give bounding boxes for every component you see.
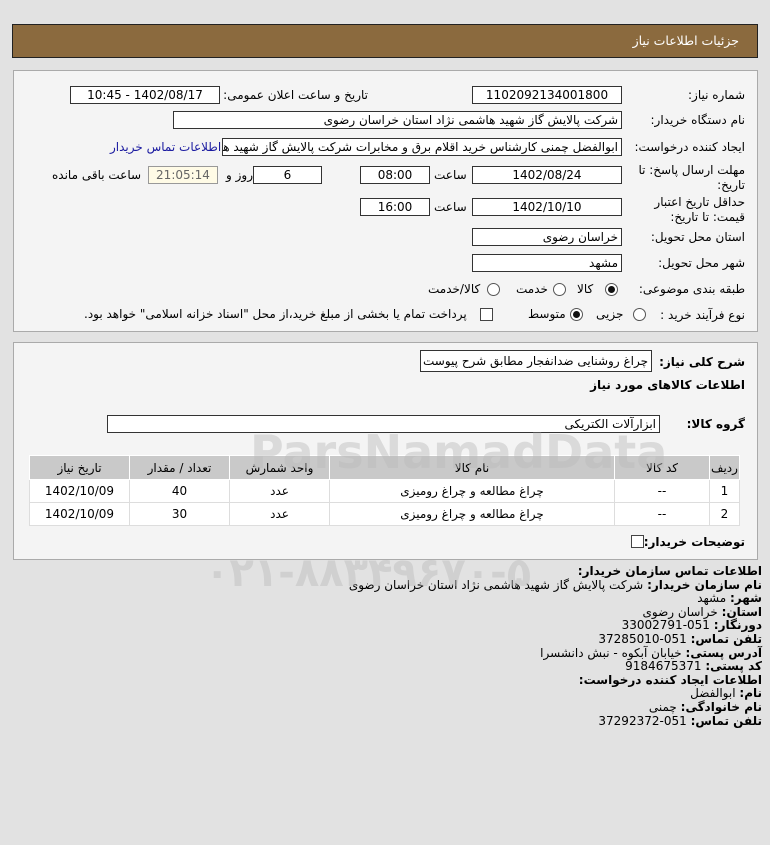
cell-index: 1 (709, 479, 740, 503)
category-radio-goods[interactable] (605, 283, 618, 296)
announce-field: 1402/08/17 - 10:45 (70, 86, 220, 104)
cell-index: 2 (709, 502, 740, 526)
phone-value: 051-37285010 (598, 631, 687, 646)
name-value: ابوالفضل (690, 686, 736, 701)
cell-code: -- (614, 479, 710, 503)
table-header-row: ردیف کد کالا نام کالا واحد شمارش تعداد /… (29, 455, 740, 480)
col-unit: واحد شمارش (229, 455, 330, 480)
creator-phone-label: تلفن تماس: (690, 713, 762, 728)
items-title: اطلاعات کالاهای مورد نیاز (590, 378, 745, 392)
postal-label: کد پستی: (705, 659, 762, 674)
deadline-label: مهلت ارسال پاسخ: تا تاریخ: (638, 163, 745, 192)
fax-label: دورنگار: (713, 618, 762, 633)
category-radio-both[interactable] (487, 283, 500, 296)
fax-value: 051-33002791 (621, 618, 710, 633)
group-field: ابزارآلات الکتریکی (107, 415, 660, 433)
org-value: شرکت پالایش گاز شهید هاشمی نژاد استان خر… (348, 577, 644, 592)
cell-name: چراغ مطالعه و چراغ رومیزی (329, 502, 615, 526)
process-radio-minor[interactable] (633, 308, 646, 321)
creator-title: اطلاعات ایجاد کننده درخواست: (578, 672, 762, 687)
deadline-date-field: 1402/08/24 (472, 166, 622, 184)
group-label: گروه کالا: (686, 417, 745, 431)
contact-info: اطلاعات تماس سازمان خریدار: نام سازمان خ… (348, 564, 762, 728)
remaining-time-field: 21:05:14 (148, 166, 218, 184)
summary-label: شرح کلی نیاز: (659, 355, 745, 369)
buyer-contact-link[interactable]: اطلاعات تماس خریدار (110, 140, 222, 154)
cell-qty: 40 (129, 479, 230, 503)
province-label: استان: (721, 604, 762, 619)
city-field: مشهد (472, 254, 622, 272)
address-value: خیابان آبکوه - نبش دانشسرا (540, 645, 682, 660)
payment-checkbox[interactable] (480, 308, 493, 321)
category-option-service: خدمت (516, 282, 548, 296)
payment-note: پرداخت تمام یا بخشی از مبلغ خرید،از محل … (84, 307, 467, 321)
buyer-notes-label: توضیحات خریدار: (643, 535, 745, 549)
buyer-label: نام دستگاه خریدار: (650, 113, 746, 127)
cell-qty: 30 (129, 502, 230, 526)
cell-date: 1402/10/09 (29, 502, 130, 526)
category-radio-service[interactable] (553, 283, 566, 296)
need-number-field: 1102092134001800 (472, 86, 622, 104)
summary-field: چراغ روشنایی ضدانفجار مطابق شرح پیوست (420, 350, 652, 372)
table-row: 2 -- چراغ مطالعه و چراغ رومیزی عدد 30 14… (29, 502, 740, 526)
table-row: 1 -- چراغ مطالعه و چراغ رومیزی عدد 40 14… (29, 479, 740, 503)
col-code: کد کالا (614, 455, 710, 480)
page-title: جزئیات اطلاعات نیاز (632, 33, 739, 48)
creator-label: ایجاد کننده درخواست: (634, 140, 745, 154)
col-qty: تعداد / مقدار (129, 455, 230, 480)
process-option-minor: جزیی (596, 307, 624, 321)
postal-value: 9184675371 (625, 659, 702, 674)
city-label: شهر محل تحویل: (658, 256, 745, 270)
buyer-notes-checkbox[interactable] (631, 535, 644, 548)
cell-unit: عدد (229, 502, 330, 526)
announce-label: تاریخ و ساعت اعلان عمومی: (223, 88, 368, 102)
remaining-label: ساعت باقی مانده (52, 168, 142, 182)
col-index: ردیف (709, 455, 740, 480)
city-label: شهر: (730, 591, 762, 606)
days-label: روز و (226, 168, 253, 182)
col-date: تاریخ نیاز (29, 455, 130, 480)
org-label: نام سازمان خریدار: (647, 577, 762, 592)
family-value: چمنی (648, 699, 677, 714)
cell-date: 1402/10/09 (29, 479, 130, 503)
validity-label: حداقل تاریخ اعتبار قیمت: تا تاریخ: (654, 195, 745, 224)
cell-name: چراغ مطالعه و چراغ رومیزی (329, 479, 615, 503)
deadline-time-field: 08:00 (360, 166, 430, 184)
name-label: نام: (739, 686, 762, 701)
address-label: آدرس پستی: (685, 645, 762, 660)
contact-title: اطلاعات تماس سازمان خریدار: (577, 564, 762, 578)
need-number-label: شماره نیاز: (688, 88, 745, 102)
needs-panel (13, 342, 758, 560)
process-radio-medium[interactable] (570, 308, 583, 321)
category-option-both: کالا/خدمت (428, 282, 481, 296)
col-name: نام کالا (329, 455, 615, 480)
province-label: استان محل تحویل: (650, 230, 745, 244)
creator-field: ابوالفضل چمنی کارشناس خرید اقلام برق و م… (222, 138, 622, 156)
page-header: جزئیات اطلاعات نیاز (12, 24, 758, 58)
creator-phone-value: 051-37292372 (598, 713, 687, 728)
family-label: نام خانوادگی: (680, 699, 762, 714)
deadline-time-label: ساعت (434, 168, 467, 182)
process-label: نوع فرآیند خرید : (660, 308, 745, 322)
province-value: خراسان رضوی (642, 604, 718, 619)
items-table: ردیف کد کالا نام کالا واحد شمارش تعداد /… (29, 455, 740, 526)
city-value: مشهد (697, 591, 727, 606)
validity-time-field: 16:00 (360, 198, 430, 216)
province-field: خراسان رضوی (472, 228, 622, 246)
category-option-goods: کالا (577, 282, 594, 296)
cell-code: -- (614, 502, 710, 526)
buyer-field: شرکت پالایش گاز شهید هاشمی نژاد استان خر… (173, 111, 622, 129)
cell-unit: عدد (229, 479, 330, 503)
phone-label: تلفن تماس: (690, 631, 762, 646)
category-label: طبقه بندی موضوعی: (638, 282, 745, 296)
validity-time-label: ساعت (434, 200, 467, 214)
process-option-medium: متوسط (528, 307, 566, 321)
validity-date-field: 1402/10/10 (472, 198, 622, 216)
days-field: 6 (253, 166, 322, 184)
